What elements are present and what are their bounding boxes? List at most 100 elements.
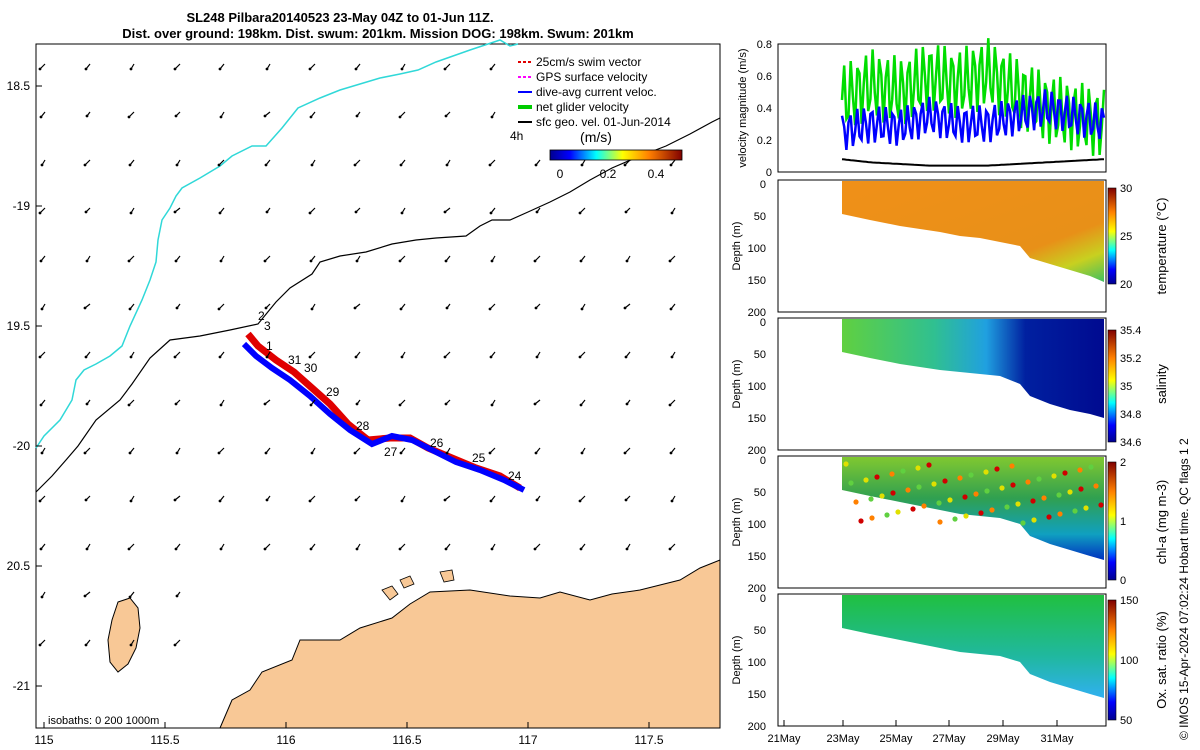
legend-item-label: GPS surface velocity bbox=[536, 70, 647, 84]
oxygen-colorbar-tick: 50 bbox=[1120, 715, 1132, 727]
velocity-arrow bbox=[579, 399, 586, 407]
temperature-ylabel: Depth (m) bbox=[731, 222, 743, 271]
velocity-arrow bbox=[580, 159, 586, 167]
temperature-colorbar-tick: 30 bbox=[1120, 183, 1132, 195]
chla-sample-dot bbox=[874, 474, 880, 480]
velocity-line bbox=[840, 38, 1106, 156]
chla-sample-dot bbox=[1031, 517, 1037, 523]
velocity-arrow bbox=[625, 543, 631, 551]
velocity-arrow bbox=[84, 207, 91, 214]
velocity-arrow bbox=[534, 447, 541, 455]
velocity-arrow bbox=[355, 543, 361, 551]
chla-sample-dot bbox=[1010, 482, 1016, 488]
velocity-arrow bbox=[175, 303, 181, 310]
velocity-arrow bbox=[85, 111, 91, 118]
chla-sample-dot bbox=[869, 515, 875, 521]
velocity-arrow bbox=[670, 495, 676, 503]
velocity-arrow bbox=[174, 255, 181, 263]
velocity-arrow bbox=[310, 159, 316, 167]
velocity-arrow bbox=[669, 303, 676, 311]
oxygen-colorbar bbox=[1107, 599, 1117, 721]
chla-sample-dot bbox=[957, 475, 963, 481]
time-x-tick: 29May bbox=[986, 733, 1020, 745]
chla-sample-dot bbox=[1072, 508, 1078, 514]
salinity-ylabel: Depth (m) bbox=[731, 360, 743, 409]
chla-sample-dot bbox=[879, 493, 885, 499]
map-x-tick: 117 bbox=[518, 733, 537, 747]
velocity-arrow bbox=[129, 63, 135, 71]
velocity-arrow bbox=[535, 207, 541, 214]
chla-sample-dot bbox=[1093, 483, 1099, 489]
legend-item: dive-avg current veloc. bbox=[518, 85, 657, 99]
chla-sample-dot bbox=[1015, 501, 1021, 507]
legend-item-label: dive-avg current veloc. bbox=[536, 85, 657, 99]
velocity-arrow bbox=[175, 447, 181, 455]
legend-item: GPS surface velocity bbox=[518, 70, 647, 84]
velocity-arrow bbox=[444, 111, 451, 118]
velocity-arrow bbox=[443, 63, 451, 71]
chla-sample-dot bbox=[868, 496, 874, 502]
velocity-arrow bbox=[38, 639, 46, 647]
velocity-arrow bbox=[84, 351, 91, 359]
legend-colorbar-tick: 0.4 bbox=[648, 167, 665, 181]
credit-text: © IMOS 15-Apr-2024 07:02:24 Hobart time.… bbox=[1177, 438, 1191, 740]
chla-sample-dot bbox=[858, 518, 864, 524]
velocity-arrow bbox=[398, 111, 406, 119]
salinity-y-tick: 150 bbox=[748, 413, 766, 425]
velocity-ylabel: velocity magnitude (m/s) bbox=[737, 48, 749, 167]
velocity-arrow bbox=[444, 255, 451, 263]
velocity-arrow bbox=[83, 447, 91, 455]
chla-sample-dot bbox=[978, 510, 984, 516]
velocity-series bbox=[840, 38, 1106, 167]
chla-sample-dot bbox=[984, 488, 990, 494]
velocity-arrow bbox=[174, 543, 181, 551]
chla-y-tick: 200 bbox=[748, 583, 766, 595]
title-line-2: Dist. over ground: 198km. Dist. swum: 20… bbox=[122, 26, 634, 41]
velocity-y-tick: 0.8 bbox=[757, 39, 772, 51]
chla-colorbar-tick: 2 bbox=[1120, 457, 1126, 469]
velocity-arrow bbox=[127, 543, 135, 551]
velocity-arrow bbox=[578, 351, 586, 359]
legend-colorbar-label: (m/s) bbox=[580, 129, 612, 145]
contour-1000m bbox=[35, 117, 721, 493]
chla-sample-dot bbox=[994, 466, 1000, 472]
chla-colorbar-tick: 0 bbox=[1120, 575, 1126, 587]
velocity-arrow bbox=[625, 255, 631, 263]
chla-sample-dot bbox=[916, 484, 922, 490]
velocity-arrow bbox=[489, 63, 496, 71]
time-x-tick: 25May bbox=[879, 733, 913, 745]
chla-colorbar bbox=[1107, 461, 1117, 581]
chla-sample-dot bbox=[853, 499, 859, 505]
island-small-1 bbox=[381, 585, 399, 601]
velocity-arrow bbox=[534, 159, 541, 167]
legend-item: net glider velocity bbox=[518, 100, 629, 114]
chla-sample-dot bbox=[989, 507, 995, 513]
chla-sample-dot bbox=[1041, 495, 1047, 501]
day-label: 27 bbox=[384, 445, 398, 459]
salinity-colorbar bbox=[1107, 329, 1117, 443]
velocity-arrow bbox=[84, 63, 91, 71]
day-label: 30 bbox=[304, 361, 318, 375]
velocity-arrow bbox=[533, 255, 541, 263]
chla-sample-dot bbox=[1046, 514, 1052, 520]
chla-y-tick: 50 bbox=[754, 487, 766, 499]
chla-sample-dot bbox=[973, 491, 979, 497]
velocity-arrow bbox=[309, 111, 316, 119]
velocity-arrow bbox=[218, 63, 225, 71]
temperature-colorbar-tick: 25 bbox=[1120, 231, 1132, 243]
oxygen-y-tick: 200 bbox=[748, 721, 766, 733]
chla-sample-dot bbox=[1056, 492, 1062, 498]
day-label: 25 bbox=[472, 451, 486, 465]
title-line-1: SL248 Pilbara20140523 23-May 04Z to 01-J… bbox=[186, 10, 493, 25]
day-label: 26 bbox=[430, 436, 444, 450]
velocity-arrow bbox=[443, 207, 451, 214]
velocity-arrow bbox=[398, 255, 406, 263]
velocity-arrow bbox=[580, 447, 586, 455]
velocity-arrow bbox=[84, 495, 91, 502]
velocity-arrow bbox=[39, 111, 46, 119]
velocity-arrow bbox=[39, 255, 46, 263]
velocity-arrow bbox=[40, 303, 46, 311]
chla-sample-dot bbox=[963, 513, 969, 519]
velocity-arrow bbox=[127, 111, 135, 119]
